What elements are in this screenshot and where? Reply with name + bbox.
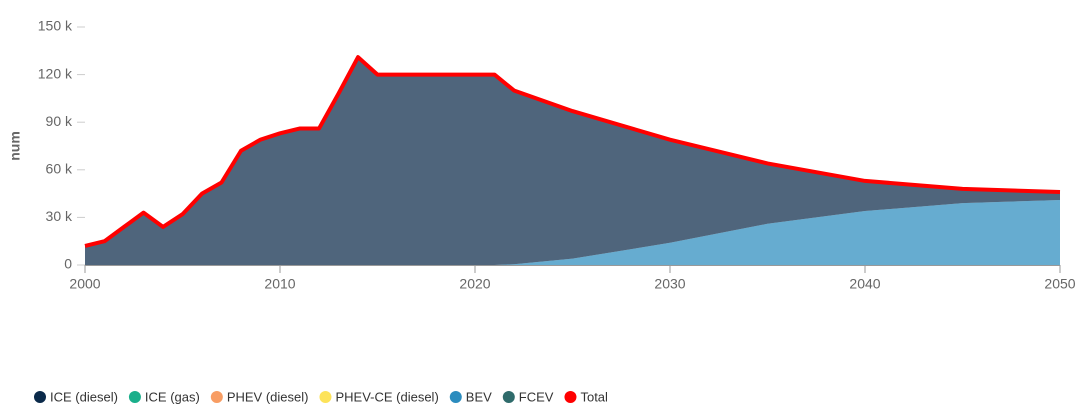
y-axis-title: num: [7, 131, 23, 161]
x-tick-label: 2000: [69, 276, 100, 292]
total-line: [84, 55, 1061, 248]
legend-marker: [564, 391, 577, 403]
y-tick-label: 150 k: [38, 18, 73, 34]
y-tick-label: 60 k: [46, 161, 73, 177]
area: [85, 57, 1060, 265]
y-tick-label: 90 k: [46, 113, 73, 129]
legend-label[interactable]: PHEV-CE (diesel): [335, 389, 438, 404]
legend-marker: [319, 391, 332, 403]
legend-label[interactable]: PHEV (diesel): [227, 389, 309, 404]
area: [85, 199, 1060, 265]
legend-label[interactable]: BEV: [466, 389, 492, 404]
legend-marker: [128, 391, 141, 403]
x-tick-label: 2050: [1044, 276, 1075, 292]
x-tick-label: 2020: [459, 276, 490, 292]
x-tick-label: 2040: [849, 276, 880, 292]
y-tick-label: 30 k: [46, 208, 73, 224]
legend-label[interactable]: ICE (diesel): [50, 389, 118, 404]
legend-marker: [210, 391, 223, 403]
y-tick-label: 120 k: [38, 65, 73, 81]
y-tick-label: 0: [64, 256, 72, 272]
x-tick-label: 2010: [264, 276, 295, 292]
legend-label[interactable]: FCEV: [519, 389, 554, 404]
legend-label[interactable]: Total: [580, 389, 608, 404]
legend-label[interactable]: ICE (gas): [145, 389, 200, 404]
legend-marker: [502, 391, 515, 403]
x-tick-label: 2030: [654, 276, 685, 292]
legend-marker: [34, 391, 46, 403]
legend-marker: [449, 391, 462, 403]
